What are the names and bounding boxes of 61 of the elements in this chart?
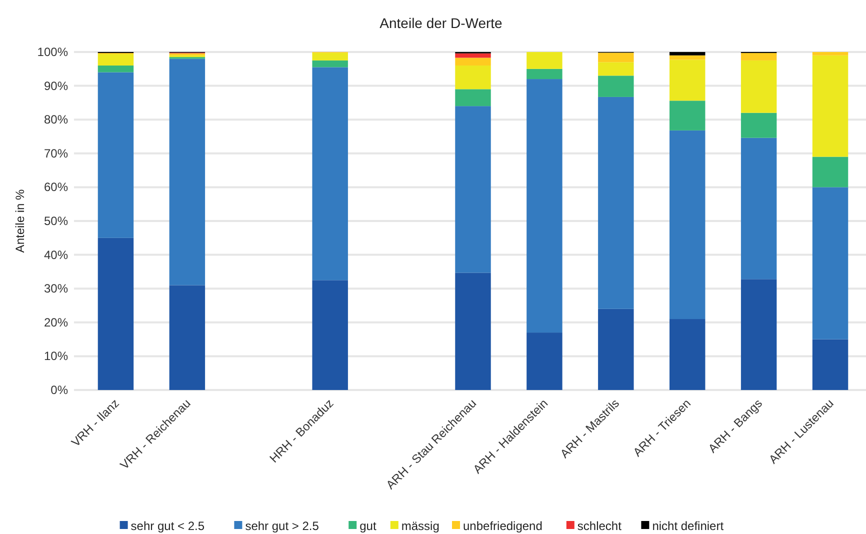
bar (455, 58, 491, 66)
bar (670, 60, 706, 101)
y-tick-label: 60% (44, 180, 68, 194)
bar (98, 66, 134, 72)
bar (740, 53, 777, 60)
bar (455, 53, 491, 58)
legend-label: sehr gut > 2.5 (245, 519, 320, 533)
bar (455, 272, 491, 390)
y-tick-label: 100% (37, 45, 68, 59)
bar (812, 187, 848, 340)
y-tick-label: 0% (50, 383, 68, 397)
y-tick-label: 70% (44, 146, 68, 160)
y-tick-label: 30% (44, 282, 68, 296)
bar (598, 62, 634, 76)
y-tick-label: 80% (44, 112, 68, 127)
bar (740, 279, 777, 390)
bar (169, 285, 206, 390)
legend-label: nicht definiert (652, 519, 724, 533)
bar (312, 52, 348, 60)
chart-title: Anteile der D-Werte (380, 15, 503, 31)
legend-label: schlecht (577, 519, 622, 533)
bar (455, 89, 491, 106)
bar (526, 332, 562, 390)
bar (812, 55, 848, 157)
bar (312, 67, 348, 280)
bar (169, 58, 206, 286)
legend-label: sehr gut < 2.5 (130, 519, 205, 533)
bar (812, 52, 848, 56)
bar (670, 130, 706, 320)
bar (740, 112, 777, 138)
bar (98, 54, 134, 66)
bar (598, 52, 634, 62)
bar (98, 238, 134, 390)
bar (670, 100, 706, 130)
bar (526, 52, 562, 69)
bar (812, 156, 848, 188)
bar (740, 138, 777, 280)
bar (598, 96, 634, 309)
bar (740, 60, 777, 113)
y-tick-label: 20% (44, 315, 68, 330)
y-axis-title: Anteile in % (13, 188, 27, 253)
bar (526, 79, 562, 333)
bar (455, 106, 491, 273)
legend-label: gut (360, 519, 377, 533)
bar (670, 52, 706, 56)
bar (670, 319, 706, 390)
bar (598, 76, 634, 97)
y-tick-label: 40% (44, 248, 68, 262)
bar (312, 280, 348, 390)
bar (98, 72, 134, 238)
legend-label: mässig (401, 519, 440, 533)
bar (312, 60, 348, 68)
y-tick-label: 10% (44, 349, 68, 364)
y-tick-label: 90% (44, 78, 68, 93)
legend-label: unbefriedigend (463, 519, 542, 533)
bar (526, 68, 562, 80)
bar (455, 66, 491, 90)
bar (812, 339, 848, 390)
bar (598, 308, 634, 390)
y-tick-label: 50% (44, 214, 68, 228)
bar (670, 55, 706, 60)
